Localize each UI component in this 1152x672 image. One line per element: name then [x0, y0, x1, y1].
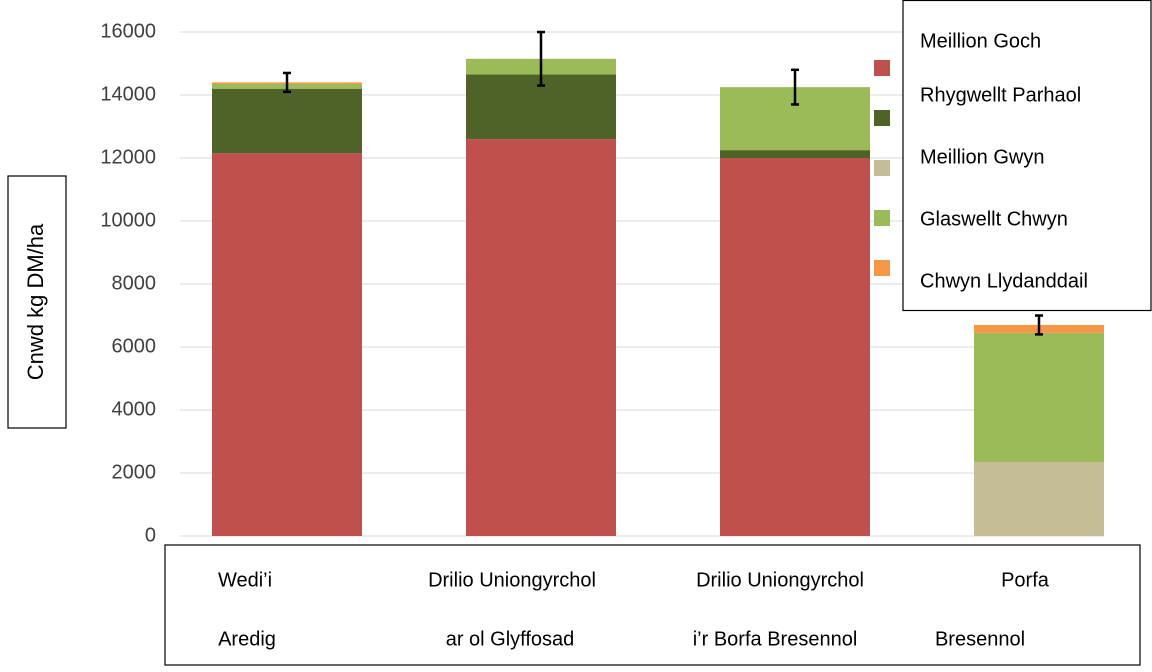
bar-segment [974, 332, 1104, 462]
legend-swatch [874, 260, 890, 276]
y-tick-label: 6000 [112, 335, 157, 357]
x-tick-label: Drilio Uniongyrchol [696, 569, 864, 591]
ylabel-box [7, 175, 67, 429]
error-bar [1035, 314, 1043, 336]
legend-swatch [874, 210, 890, 226]
y-tick-label: 0 [145, 524, 156, 546]
x-tick-label: ar ol Glyffosad [446, 628, 575, 650]
bar-segment [720, 150, 870, 158]
category-box [164, 544, 1141, 666]
legend-label: Meillion Goch [920, 30, 1041, 52]
y-tick-label: 8000 [112, 272, 157, 294]
bar-segment [212, 153, 362, 536]
bar-segment [974, 461, 1104, 536]
legend-label: Chwyn Llydanddail [920, 270, 1088, 292]
x-tick-label: i’r Borfa Bresennol [693, 628, 858, 650]
bar-segment [466, 139, 616, 536]
legend-box [902, 0, 1152, 312]
x-tick-label: Wedi’i [218, 569, 272, 591]
x-tick-label: Drilio Uniongyrchol [428, 569, 596, 591]
y-tick-label: 2000 [112, 461, 157, 483]
y-tick-label: 10000 [100, 209, 156, 231]
x-tick-label: Porfa [1001, 569, 1050, 591]
legend-label: Glaswellt Chwyn [920, 208, 1068, 230]
legend-swatch [874, 160, 890, 176]
error-bar [537, 30, 545, 87]
error-bar [791, 68, 799, 106]
x-tick-label: Aredig [218, 628, 276, 650]
legend-swatch [874, 60, 890, 76]
y-tick-label: 14000 [100, 83, 156, 105]
legend-label: Meillion Gwyn [920, 146, 1044, 168]
x-tick-label: Bresennol [935, 628, 1025, 650]
bar-segment [720, 158, 870, 536]
error-bar [283, 71, 291, 94]
y-axis-label: Cnwd kg DM/ha [23, 223, 48, 380]
y-tick-label: 4000 [112, 398, 157, 420]
legend-label: Rhygwellt Parhaol [920, 84, 1081, 106]
bar-segment [212, 88, 362, 154]
y-tick-label: 12000 [100, 146, 156, 168]
legend-swatch [874, 110, 890, 126]
y-tick-label: 16000 [100, 20, 156, 42]
